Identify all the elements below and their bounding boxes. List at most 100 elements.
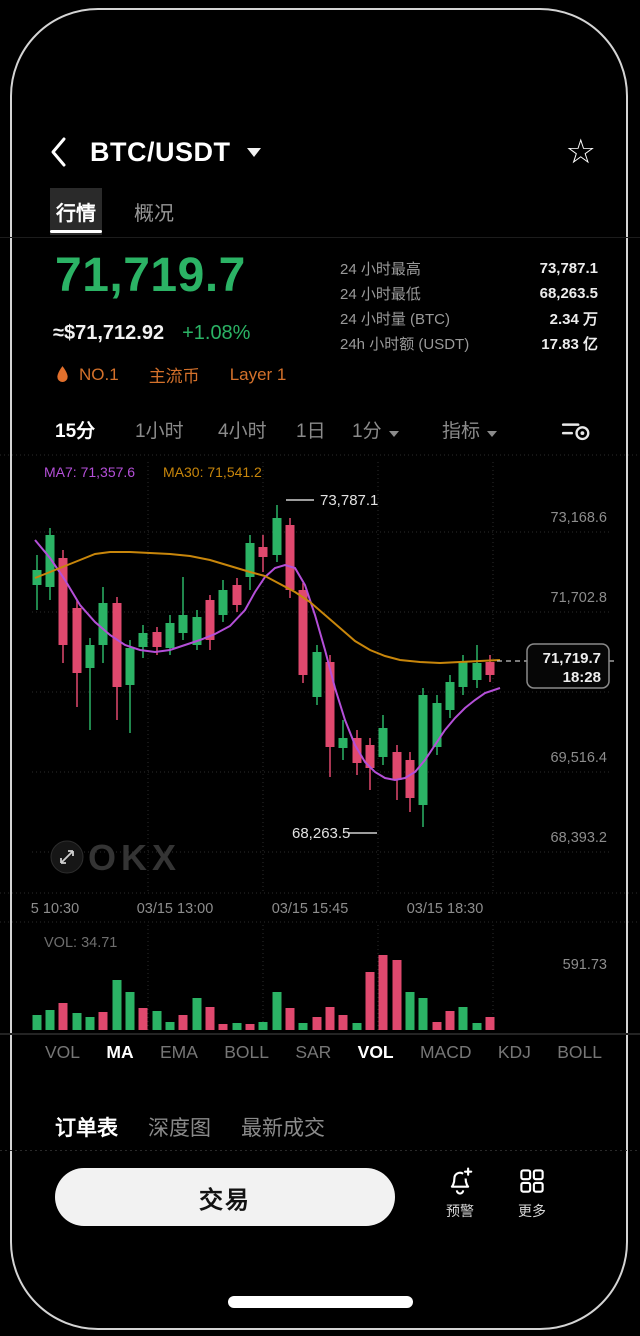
volume-bar bbox=[245, 1024, 255, 1030]
last-price: 71,719.7 bbox=[55, 249, 246, 302]
pair-title[interactable]: BTC/USDT bbox=[90, 136, 231, 167]
volume-bar bbox=[298, 1023, 308, 1030]
tab-depth-chart[interactable]: 深度图 bbox=[148, 1117, 211, 1140]
stat-label: 24 小时量 (BTC) bbox=[340, 311, 451, 328]
candle bbox=[405, 760, 415, 798]
stat-label: 24 小时最高 bbox=[340, 261, 421, 278]
home-indicator[interactable] bbox=[228, 1296, 413, 1308]
volume-bar bbox=[365, 972, 375, 1030]
last-price-tag[interactable]: 71,719.7 18:28 bbox=[526, 643, 610, 689]
volume-bar bbox=[178, 1015, 188, 1030]
divider bbox=[0, 237, 640, 238]
x-axis-label: 5 10:30 bbox=[31, 901, 79, 917]
chevron-down-icon bbox=[487, 431, 498, 437]
candle bbox=[272, 518, 282, 555]
ind-tab-macd[interactable]: MACD bbox=[419, 1042, 472, 1062]
timeframe-4h[interactable]: 4小时 bbox=[218, 421, 267, 442]
candle bbox=[138, 633, 148, 647]
candle bbox=[365, 745, 375, 768]
chevron-down-icon bbox=[388, 431, 399, 437]
category-badge-mainstream[interactable]: 主流币 bbox=[148, 367, 200, 386]
y-axis-label: 68,393.2 bbox=[551, 830, 607, 846]
volume-bar bbox=[125, 992, 135, 1030]
timeframe-more-dropdown[interactable]: 1分 bbox=[352, 416, 399, 443]
rank-badge[interactable]: NO.1 bbox=[79, 364, 119, 384]
volume-bar bbox=[165, 1022, 175, 1030]
ind-tab-boll[interactable]: BOLL bbox=[224, 1042, 269, 1062]
candle bbox=[485, 662, 495, 675]
stat-value: 73,787.1 bbox=[539, 260, 598, 277]
volume-bar bbox=[445, 1011, 455, 1030]
candle bbox=[325, 662, 335, 747]
candle bbox=[418, 695, 428, 805]
ind-tab-ma[interactable]: MA bbox=[106, 1042, 134, 1062]
category-badge-layer1[interactable]: Layer 1 bbox=[229, 364, 287, 384]
ind-tab-boll2[interactable]: BOLL bbox=[557, 1042, 602, 1062]
tab-latest-trades[interactable]: 最新成交 bbox=[241, 1117, 325, 1140]
volume-bar bbox=[205, 1007, 215, 1030]
volume-bar bbox=[325, 1007, 335, 1030]
fiat-row: ≈$71,712.92 +1.08% bbox=[53, 322, 250, 345]
expand-chart-button[interactable] bbox=[50, 840, 84, 874]
ind-tab-ema[interactable]: EMA bbox=[159, 1042, 198, 1062]
ind-tab-vol[interactable]: VOL bbox=[45, 1042, 81, 1062]
stat-row: 24 小时最低 68,263.5 bbox=[340, 281, 598, 306]
volume-bar bbox=[458, 1007, 468, 1030]
more-action[interactable]: 更多 bbox=[502, 1166, 562, 1221]
badges-row: NO.1 主流币 Layer 1 bbox=[55, 362, 316, 387]
low-marker: 68,263.5 bbox=[292, 825, 350, 842]
header: BTC/USDT ☆ bbox=[48, 130, 596, 174]
ind-tab-kdj[interactable]: KDJ bbox=[497, 1042, 531, 1062]
stats-panel: 24 小时最高 73,787.1 24 小时最低 68,263.5 24 小时量 (… bbox=[340, 256, 598, 356]
back-icon[interactable] bbox=[48, 136, 70, 168]
ind-tab-sar[interactable]: SAR bbox=[295, 1042, 332, 1062]
favorite-star-icon[interactable]: ☆ bbox=[565, 133, 596, 171]
volume-bar bbox=[352, 1023, 362, 1030]
tab-quotes[interactable]: 行情 bbox=[50, 188, 102, 235]
x-axis-label: 03/15 18:30 bbox=[407, 901, 484, 917]
volume-bar bbox=[405, 992, 415, 1030]
volume-pane: VOL: 34.71 591.73 bbox=[32, 935, 607, 1030]
divider bbox=[0, 1150, 640, 1151]
volume-bar bbox=[338, 1015, 348, 1030]
candle bbox=[298, 590, 308, 675]
tab-overview[interactable]: 概况 bbox=[134, 203, 174, 225]
timeframe-1d[interactable]: 1日 bbox=[296, 421, 326, 442]
grid-icon bbox=[520, 1169, 544, 1193]
candle bbox=[72, 608, 82, 673]
candle bbox=[232, 585, 242, 605]
candle bbox=[58, 558, 68, 645]
trade-button[interactable]: 交易 bbox=[55, 1168, 395, 1226]
tag-time: 18:28 bbox=[563, 669, 601, 686]
chart-settings-icon[interactable] bbox=[560, 417, 592, 445]
more-label: 更多 bbox=[518, 1203, 546, 1219]
alert-action[interactable]: 预警 bbox=[430, 1166, 490, 1221]
volume-bar bbox=[285, 1008, 295, 1030]
y-axis-label: 71,702.8 bbox=[551, 590, 607, 606]
y-axis-label: 69,516.4 bbox=[551, 750, 607, 766]
candle bbox=[165, 623, 175, 648]
candle bbox=[472, 663, 482, 680]
tab-order-book[interactable]: 订单表 bbox=[55, 1117, 118, 1140]
stat-label: 24h 小时额 (USDT) bbox=[340, 336, 470, 353]
timeframe-15m[interactable]: 15分 bbox=[55, 421, 96, 442]
candle bbox=[432, 703, 442, 747]
volume-bar bbox=[32, 1015, 42, 1030]
flame-icon bbox=[57, 366, 68, 382]
ind-tab-vol2[interactable]: VOL bbox=[357, 1042, 394, 1062]
pair-dropdown-caret-icon bbox=[246, 147, 261, 157]
candle bbox=[98, 603, 108, 645]
timeframe-1h[interactable]: 1小时 bbox=[135, 421, 184, 442]
indicator-dropdown[interactable]: 指标 bbox=[442, 416, 498, 443]
volume-bar bbox=[218, 1024, 228, 1030]
stat-row: 24 小时最高 73,787.1 bbox=[340, 256, 598, 281]
volume-bar bbox=[485, 1017, 495, 1030]
indicator-tabs: VOL MA EMA BOLL SAR VOL MACD KDJ BOLL bbox=[45, 1042, 602, 1063]
volume-bar bbox=[472, 1023, 482, 1030]
candles bbox=[32, 505, 495, 827]
candle bbox=[378, 728, 388, 757]
volume-bar bbox=[432, 1022, 442, 1030]
volume-bar bbox=[98, 1012, 108, 1030]
active-tab-underline bbox=[50, 230, 102, 233]
